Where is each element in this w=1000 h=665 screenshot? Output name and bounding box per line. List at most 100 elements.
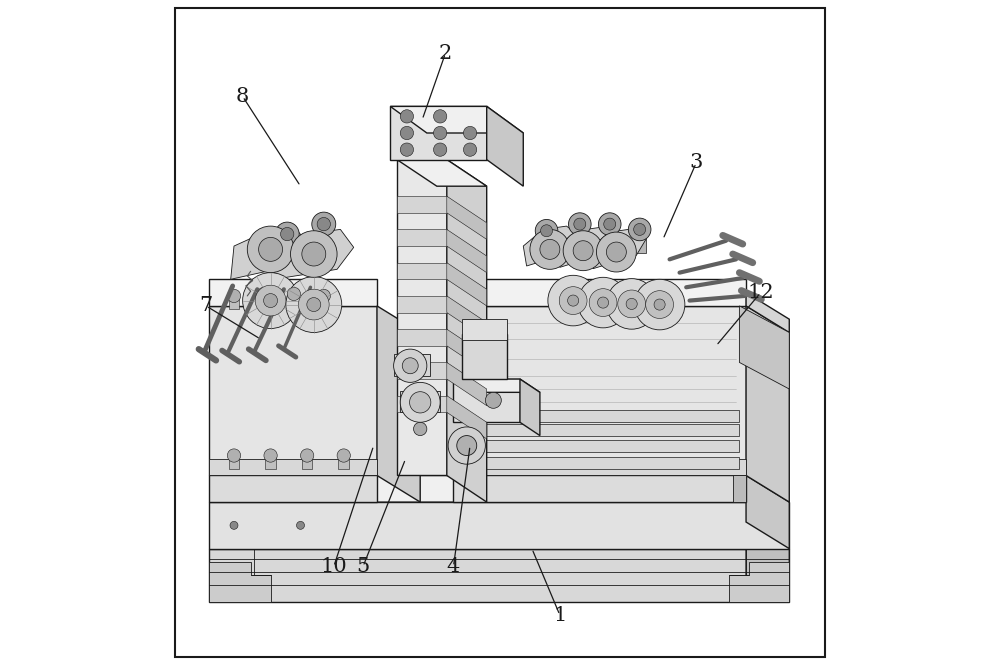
Circle shape: [255, 285, 286, 316]
Polygon shape: [209, 562, 271, 602]
Circle shape: [634, 223, 646, 235]
Circle shape: [548, 275, 598, 326]
Polygon shape: [453, 459, 746, 475]
Circle shape: [281, 227, 294, 241]
Polygon shape: [377, 306, 420, 502]
Circle shape: [434, 126, 447, 140]
Circle shape: [559, 287, 587, 315]
Polygon shape: [746, 306, 789, 502]
Polygon shape: [209, 475, 377, 502]
Circle shape: [463, 126, 477, 140]
Circle shape: [568, 295, 579, 306]
Bar: [281, 234, 294, 259]
Circle shape: [337, 449, 350, 462]
Polygon shape: [447, 263, 487, 306]
Circle shape: [598, 213, 621, 235]
Circle shape: [463, 143, 477, 156]
Text: 2: 2: [439, 44, 452, 63]
Circle shape: [485, 392, 501, 408]
Polygon shape: [397, 196, 447, 213]
Circle shape: [247, 226, 294, 273]
Polygon shape: [209, 549, 789, 602]
Polygon shape: [453, 306, 746, 475]
Polygon shape: [739, 306, 789, 389]
Polygon shape: [487, 106, 523, 186]
Text: 4: 4: [447, 557, 460, 576]
Circle shape: [589, 289, 617, 317]
Circle shape: [541, 225, 553, 237]
Circle shape: [434, 110, 447, 123]
Polygon shape: [209, 459, 377, 475]
Bar: [265, 456, 276, 469]
Polygon shape: [397, 396, 447, 412]
Polygon shape: [590, 229, 646, 269]
Circle shape: [257, 287, 271, 301]
Circle shape: [646, 291, 673, 319]
Polygon shape: [729, 562, 789, 602]
Polygon shape: [231, 226, 307, 279]
Circle shape: [530, 229, 570, 269]
Circle shape: [291, 231, 337, 277]
Circle shape: [604, 218, 616, 230]
Circle shape: [573, 241, 593, 261]
Polygon shape: [209, 475, 789, 502]
Polygon shape: [397, 160, 487, 186]
Circle shape: [410, 392, 431, 413]
Bar: [259, 294, 269, 307]
Polygon shape: [447, 362, 487, 406]
Circle shape: [400, 110, 414, 123]
Circle shape: [287, 287, 300, 301]
Circle shape: [259, 237, 283, 261]
Circle shape: [402, 358, 418, 374]
Circle shape: [606, 242, 626, 262]
Circle shape: [628, 218, 651, 241]
Circle shape: [596, 232, 636, 272]
Bar: [302, 456, 312, 469]
Text: 1: 1: [553, 606, 567, 624]
Polygon shape: [733, 475, 746, 502]
Polygon shape: [397, 229, 447, 246]
Circle shape: [400, 382, 440, 422]
Polygon shape: [390, 106, 487, 160]
Bar: [573, 224, 586, 247]
Polygon shape: [397, 329, 447, 346]
Polygon shape: [390, 106, 523, 133]
Circle shape: [578, 277, 628, 328]
Circle shape: [618, 290, 646, 318]
Circle shape: [598, 297, 609, 308]
Circle shape: [606, 279, 657, 329]
Circle shape: [312, 212, 336, 236]
Polygon shape: [557, 227, 613, 267]
Polygon shape: [394, 354, 430, 376]
Polygon shape: [397, 457, 739, 469]
Circle shape: [317, 217, 330, 231]
Circle shape: [227, 449, 241, 462]
Circle shape: [626, 299, 637, 309]
Bar: [540, 231, 553, 254]
Polygon shape: [462, 334, 507, 379]
Circle shape: [540, 239, 560, 259]
Polygon shape: [274, 229, 354, 279]
Polygon shape: [397, 424, 739, 436]
Bar: [318, 296, 329, 309]
Text: 5: 5: [356, 557, 370, 576]
Polygon shape: [397, 160, 447, 475]
Bar: [289, 294, 299, 307]
Polygon shape: [453, 475, 746, 502]
Polygon shape: [209, 502, 789, 549]
Circle shape: [264, 294, 278, 307]
Polygon shape: [397, 263, 447, 279]
Polygon shape: [746, 475, 789, 549]
Polygon shape: [462, 319, 507, 340]
Polygon shape: [397, 440, 739, 452]
Circle shape: [394, 349, 427, 382]
Text: 12: 12: [747, 283, 774, 302]
Circle shape: [634, 279, 685, 330]
Polygon shape: [447, 196, 487, 239]
Bar: [229, 296, 239, 309]
Polygon shape: [453, 379, 520, 422]
Circle shape: [400, 126, 414, 140]
Text: 3: 3: [689, 154, 703, 172]
Polygon shape: [447, 396, 487, 439]
Circle shape: [574, 218, 586, 230]
